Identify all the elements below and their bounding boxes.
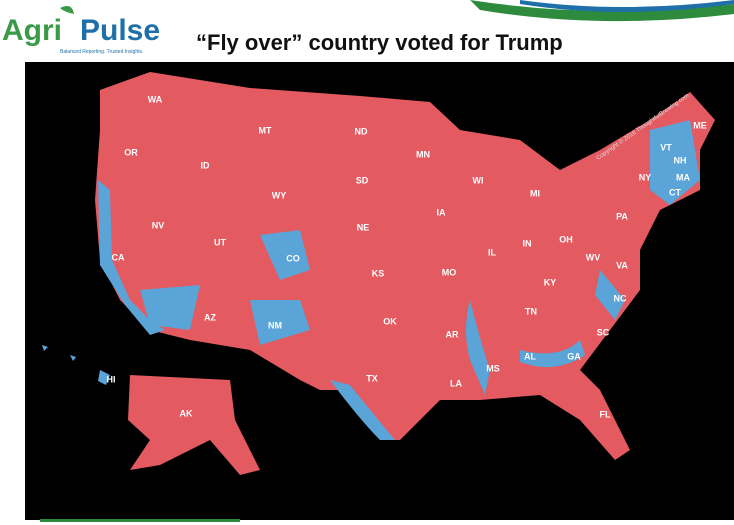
alaska (128, 375, 260, 475)
state-label: AZ (204, 312, 216, 322)
state-label: NM (268, 320, 282, 330)
state-label: KY (544, 277, 557, 287)
state-label: VA (616, 260, 628, 270)
coast-blue (98, 180, 165, 335)
bottom-line (40, 519, 240, 522)
state-label: TN (525, 306, 537, 316)
nm-blue (250, 300, 310, 345)
state-label: IL (488, 247, 497, 257)
state-label: MS (486, 363, 500, 373)
state-label: MN (416, 149, 430, 159)
state-label: MO (442, 267, 457, 277)
state-label: HI (107, 374, 116, 384)
logo-tagline: Balanced Reporting. Trusted Insights. (60, 49, 143, 55)
state-label: MT (259, 125, 272, 135)
state-label: PA (616, 211, 628, 221)
state-label: KS (372, 268, 385, 278)
state-label: NH (674, 155, 687, 165)
state-label: AR (446, 329, 459, 339)
northeast-blue (650, 120, 700, 205)
state-label: NV (152, 220, 165, 230)
state-label: NC (614, 293, 627, 303)
state-label: LA (450, 378, 462, 388)
state-label: OH (559, 234, 573, 244)
state-label: MI (530, 188, 540, 198)
state-label: IN (523, 238, 532, 248)
state-label: MA (676, 172, 690, 182)
logo-leaf (60, 6, 74, 14)
river-blue (466, 300, 490, 395)
state-label: NE (357, 222, 370, 232)
map: Copyright © 2016 ThoughtfulBrewing.com W… (42, 72, 715, 475)
state-label: ND (355, 126, 368, 136)
state-label: ME (693, 120, 707, 130)
swoosh-blue (520, 0, 734, 12)
state-label: AL (524, 351, 536, 361)
state-label: VT (660, 142, 672, 152)
state-label: ID (201, 160, 211, 170)
state-label: SD (356, 175, 369, 185)
state-label: CT (669, 187, 681, 197)
title: “Fly over” country voted for Trump (196, 30, 563, 55)
state-label: AK (180, 408, 193, 418)
state-label: UT (214, 237, 226, 247)
logo-pulse: Pulse (80, 14, 160, 47)
texas-blue (330, 380, 395, 440)
state-label: NY (639, 172, 652, 182)
colorado-blue (260, 230, 310, 280)
state-label: OK (383, 316, 397, 326)
az-blue (140, 285, 200, 330)
east-blue (595, 270, 625, 320)
swoosh (470, 0, 734, 22)
state-label: WV (586, 252, 601, 262)
state-label: TX (366, 373, 378, 383)
state-label: OR (124, 147, 138, 157)
blackbelt-blue (520, 340, 585, 368)
hawaii (42, 345, 110, 385)
state-label: WA (148, 94, 163, 104)
state-label: CO (286, 253, 300, 263)
logo-agri: Agri (2, 14, 62, 47)
state-label: WY (272, 190, 287, 200)
state-label: IA (437, 207, 447, 217)
state-label: FL (600, 409, 611, 419)
state-label: CA (112, 252, 125, 262)
state-label: SC (597, 327, 610, 337)
state-label: WI (473, 175, 484, 185)
state-label: GA (567, 351, 581, 361)
